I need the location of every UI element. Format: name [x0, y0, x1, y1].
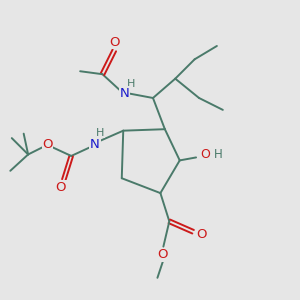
Text: N: N: [120, 87, 130, 100]
Text: O: O: [109, 36, 120, 49]
Text: O: O: [196, 228, 207, 241]
Text: O: O: [158, 248, 168, 261]
Text: N: N: [90, 138, 100, 151]
Text: H: H: [214, 148, 223, 161]
Text: O: O: [56, 181, 66, 194]
Text: O: O: [42, 138, 53, 151]
Text: O: O: [200, 148, 210, 161]
Text: H: H: [127, 79, 135, 89]
Text: H: H: [96, 128, 105, 138]
